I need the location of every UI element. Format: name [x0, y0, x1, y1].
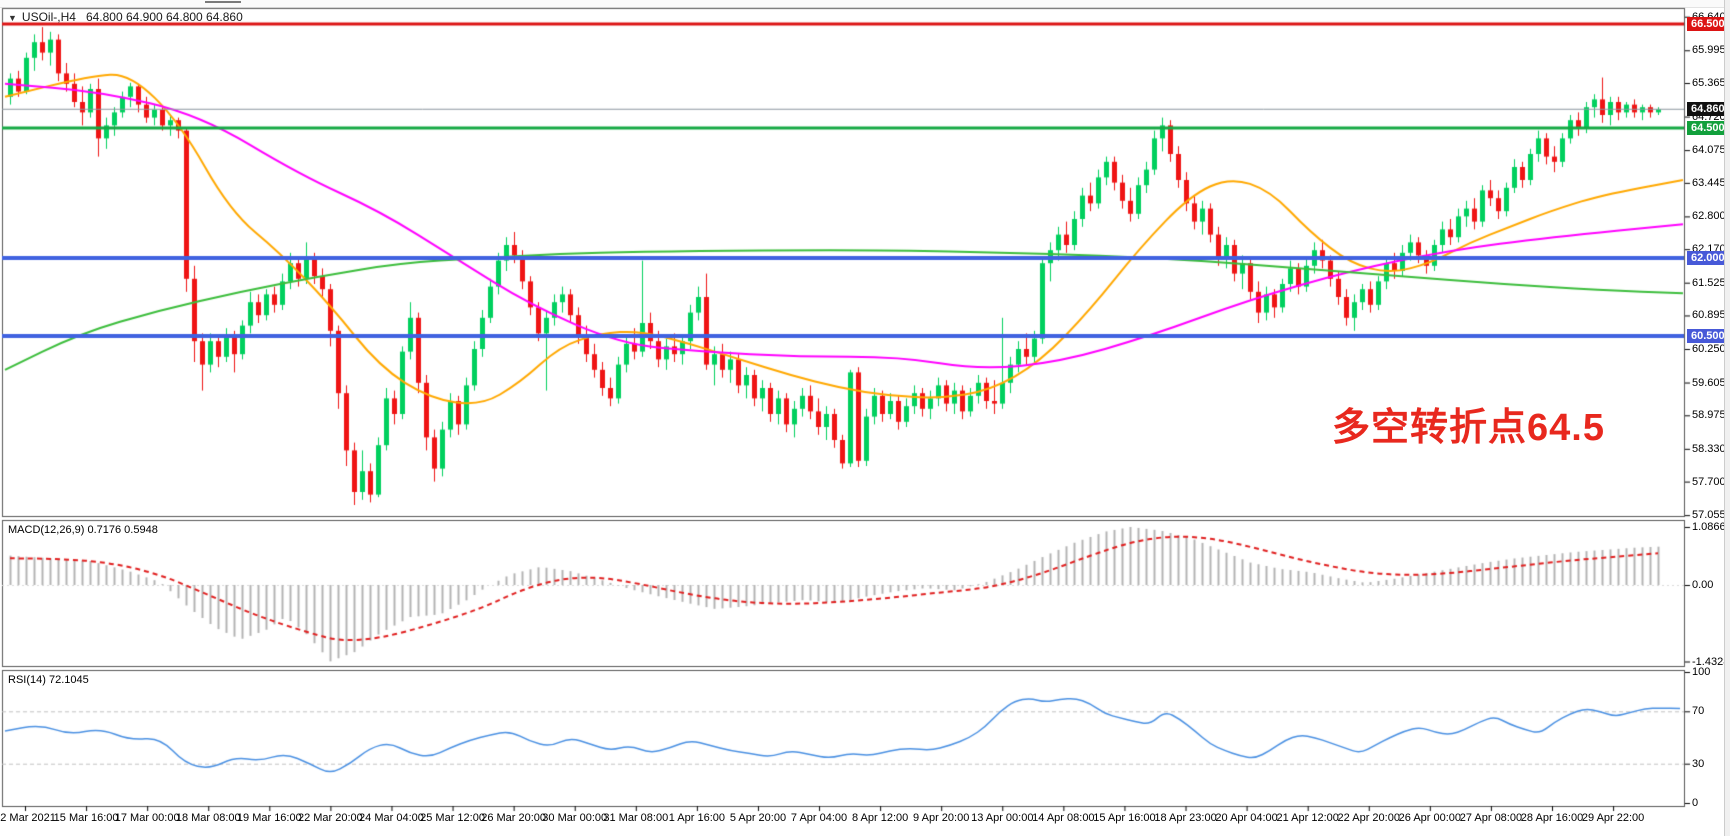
chinese-annotation-text: 多空转折点64.5 [1332, 407, 1605, 449]
date-axis-label: 20 Apr 04:00 [1215, 812, 1278, 824]
date-axis-label: 1 Apr 16:00 [668, 812, 726, 824]
price-axis-label: 65.995 [1692, 44, 1726, 57]
price-axis-label: 64.075 [1692, 144, 1726, 157]
price-axis-label: 62.800 [1692, 210, 1726, 223]
date-axis-label: 22 Mar 20:00 [297, 812, 363, 824]
date-axis-label: 8 Apr 12:00 [851, 812, 909, 824]
rsi-name: RSI(14) [8, 674, 46, 686]
date-axis-label: 27 Apr 08:00 [1459, 812, 1523, 824]
right-scrollbar-strip[interactable] [1724, 0, 1730, 836]
macd-values: 0.7176 0.5948 [87, 524, 158, 536]
price-axis-label: 57.055 [1692, 509, 1726, 522]
date-axis-label: 12 Mar 2021 [0, 812, 56, 824]
price-axis-label: 65.365 [1692, 77, 1726, 90]
price-badge-64.860: 64.860 [1687, 102, 1729, 117]
price-badge-60.500: 60.500 [1687, 329, 1729, 343]
price-axis-label: 60.895 [1692, 309, 1726, 322]
ohlc-values: 64.800 64.900 64.800 64.860 [85, 10, 243, 24]
date-axis-label: 31 Mar 08:00 [603, 812, 669, 824]
date-axis-label: 15 Mar 16:00 [53, 812, 119, 824]
date-axis-label: 9 Apr 20:00 [913, 812, 970, 824]
price-badge-66.500: 66.500 [1687, 17, 1729, 31]
date-axis-label: 18 Apr 23:00 [1154, 812, 1217, 824]
date-axis-label: 15 Apr 16:00 [1093, 812, 1156, 824]
rsi-axis-label: 100 [1692, 666, 1711, 678]
date-axis-label: 21 Apr 12:00 [1276, 812, 1339, 824]
date-axis-label: 28 Apr 16:00 [1520, 812, 1584, 824]
date-axis-label: 26 Apr 00:00 [1398, 812, 1462, 824]
rsi-value: 72.1045 [48, 674, 89, 686]
macd-indicator-label: MACD(12,26,9) 0.7176 0.5948 [8, 524, 158, 536]
date-axis-label: 25 Mar 12:00 [420, 812, 485, 824]
date-axis-label: 29 Apr 22:00 [1581, 812, 1645, 824]
date-axis-label: 26 Mar 20:00 [481, 812, 547, 824]
price-axis-label: 60.250 [1692, 343, 1726, 355]
rsi-axis-label: 70 [1692, 705, 1705, 718]
date-axis-label: 18 Mar 08:00 [175, 812, 241, 824]
macd-name: MACD(12,26,9) [8, 524, 85, 536]
price-axis-label: 63.445 [1692, 176, 1726, 189]
date-axis-label: 22 Apr 20:00 [1337, 812, 1400, 824]
price-badge-64.500: 64.500 [1687, 121, 1729, 135]
macd-axis-label: 1.0866 [1692, 520, 1726, 533]
date-axis-label: 5 Apr 20:00 [729, 812, 787, 824]
price-axis-label: 58.975 [1692, 409, 1726, 422]
date-axis-label: 24 Mar 04:00 [359, 812, 424, 824]
macd-axis-label: -1.4328 [1692, 655, 1730, 668]
symbol-dropdown-icon[interactable]: ▼ [8, 13, 17, 23]
price-axis-label: 61.525 [1692, 276, 1726, 289]
price-axis-label: 57.700 [1692, 475, 1726, 488]
price-axis-label: 58.330 [1692, 442, 1726, 455]
date-axis-label: 7 Apr 04:00 [790, 812, 848, 824]
date-axis-label: 13 Apr 00:00 [971, 812, 1034, 824]
rsi-axis-label: 30 [1692, 757, 1705, 770]
rsi-indicator-label: RSI(14) 72.1045 [8, 674, 89, 686]
date-axis-label: 14 Apr 08:00 [1032, 812, 1095, 824]
price-badge-62.000: 62.000 [1687, 251, 1729, 265]
date-axis-label: 30 Mar 00:00 [542, 812, 608, 824]
macd-axis-label: 0.00 [1692, 579, 1714, 591]
symbol-period-label: USOil-,H4 [21, 10, 76, 24]
date-axis-label: 17 Mar 00:00 [114, 812, 180, 824]
chart-title-row: ▼ USOil-,H4 64.800 64.900 64.800 64.860 [8, 10, 243, 24]
date-axis-label: 19 Mar 16:00 [236, 812, 302, 824]
price-axis-label: 59.605 [1692, 376, 1726, 389]
rsi-axis-label: 0 [1692, 797, 1699, 809]
